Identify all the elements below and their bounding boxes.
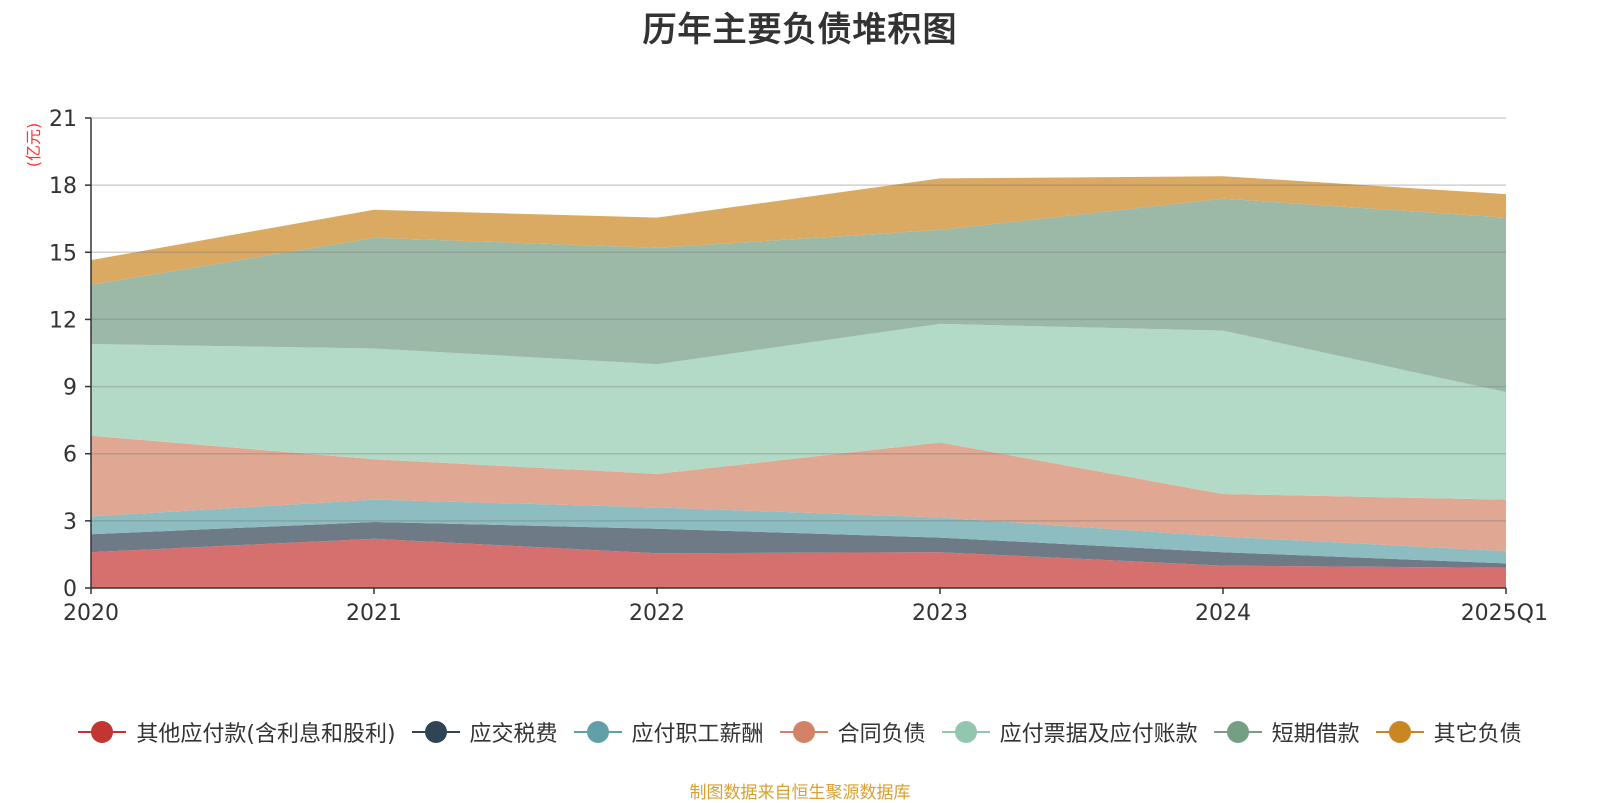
legend-marker-icon xyxy=(1213,720,1262,744)
legend-item-7[interactable]: 其它负债 xyxy=(1375,716,1522,748)
chart-title: 历年主要负债堆积图 xyxy=(642,10,958,50)
legend-marker-icon xyxy=(573,720,622,744)
legend-item-1[interactable]: 其他应付款(含利息和股利) xyxy=(78,716,396,748)
legend-label: 应付票据及应付账款 xyxy=(999,722,1198,747)
area-series-7 xyxy=(91,176,1506,285)
legend-item-6[interactable]: 短期借款 xyxy=(1213,716,1360,748)
data-source-note: 制图数据来自恒生聚源数据库 xyxy=(689,783,911,803)
x-tick-label: 2021 xyxy=(346,601,402,626)
legend-item-2[interactable]: 应交税费 xyxy=(411,716,558,748)
x-tick-label: 2020 xyxy=(63,601,119,626)
stacked-area-chart: 0 3 6 9 12 15 18 21 2020 2021 2022 2023 2024 2025Q1 xyxy=(49,107,1548,626)
x-tick-label: 2024 xyxy=(1195,601,1251,626)
area-series-1 xyxy=(91,538,1506,588)
x-tick-label: 2022 xyxy=(629,601,685,626)
legend-label: 应交税费 xyxy=(469,722,558,747)
area-series-3 xyxy=(91,499,1506,564)
x-tick-label: 2025Q1 xyxy=(1461,601,1548,626)
area-series-2 xyxy=(91,521,1506,568)
legend-marker-icon xyxy=(78,720,127,744)
area-series-4 xyxy=(91,435,1506,552)
legend-marker-icon xyxy=(1375,720,1424,744)
legend-label: 短期借款 xyxy=(1271,722,1360,747)
legend-label: 应付职工薪酬 xyxy=(631,722,764,747)
legend-label: 其它负债 xyxy=(1433,722,1522,747)
legend-label: 其他应付款(含利息和股利) xyxy=(136,722,396,747)
legend-item-5[interactable]: 应付票据及应付账款 xyxy=(941,716,1198,748)
legend-marker-icon xyxy=(941,720,990,744)
area-series-6 xyxy=(91,198,1506,393)
legend-item-4[interactable]: 合同负债 xyxy=(779,716,926,748)
y-tick-label: 6 xyxy=(63,443,77,468)
y-tick-label: 18 xyxy=(49,174,77,199)
legend-marker-icon xyxy=(411,720,460,744)
legend-marker-icon xyxy=(779,720,828,744)
area-series-5 xyxy=(91,323,1506,500)
y-tick-label: 0 xyxy=(63,577,77,602)
y-tick-label: 12 xyxy=(49,308,77,333)
y-tick-label: 21 xyxy=(49,107,77,132)
x-tick-label: 2023 xyxy=(912,601,968,626)
chart-legend: 其他应付款(含利息和股利) 应交税费 应付职工薪酬 合同负债 应付票据及应付账款 短期借款… xyxy=(0,716,1600,748)
y-tick-label: 9 xyxy=(63,376,77,401)
legend-item-3[interactable]: 应付职工薪酬 xyxy=(573,716,764,748)
y-tick-label: 3 xyxy=(63,510,77,535)
y-tick-label: 15 xyxy=(49,241,77,266)
legend-label: 合同负债 xyxy=(837,722,926,747)
